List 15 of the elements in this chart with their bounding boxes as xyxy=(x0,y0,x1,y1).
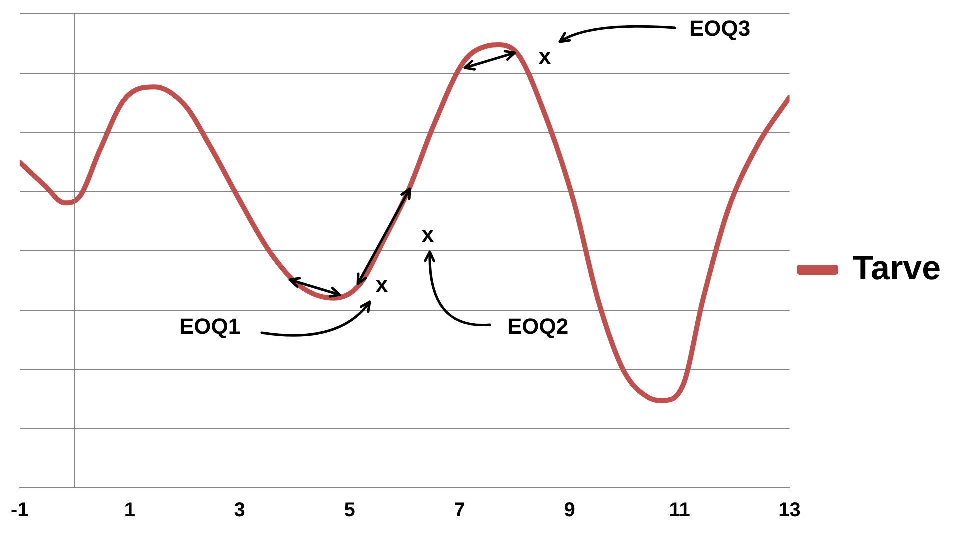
x-tick-label: 5 xyxy=(344,500,356,522)
x-tick-label: 11 xyxy=(669,500,690,522)
x-tick-label: 3 xyxy=(234,500,246,522)
annotation: x xyxy=(422,222,435,248)
text: EOQ3 xyxy=(689,16,751,42)
x-tick-label: 7 xyxy=(454,500,466,522)
annotation: x xyxy=(538,44,552,70)
legend-label: Tarve xyxy=(852,249,942,288)
x-tick-label: 1 xyxy=(124,500,136,522)
x-tick-label: 9 xyxy=(564,500,576,522)
annotation: x xyxy=(376,272,389,298)
x-tick-label: -1 xyxy=(10,500,29,522)
annotation: EOQ1 xyxy=(179,314,241,340)
x-tick-label: 13 xyxy=(778,500,801,522)
annotation: EOQ2 xyxy=(507,314,569,340)
